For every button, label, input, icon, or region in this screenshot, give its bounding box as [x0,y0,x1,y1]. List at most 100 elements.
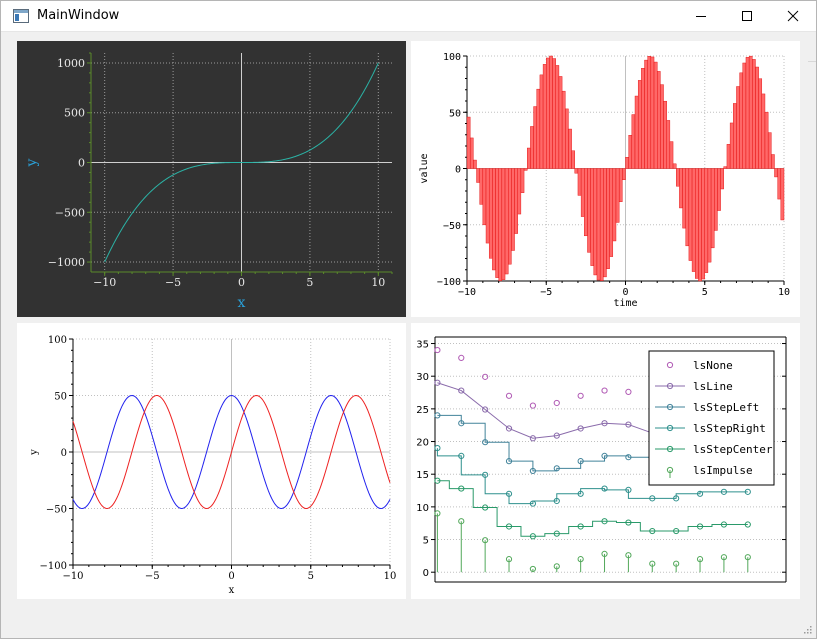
bar [695,168,699,279]
bar [780,168,785,221]
data-point [505,523,513,530]
legend-label: lsNone [693,359,733,372]
bar [660,84,664,169]
y-tick-label: 5 [423,536,429,547]
data-point [720,554,728,561]
data-point [601,452,608,460]
data-point [601,420,608,427]
close-button[interactable] [770,1,816,31]
data-point [482,373,489,380]
bar [748,55,753,169]
data-point [505,490,513,497]
bar [628,135,633,169]
legend-swatch-marker [666,382,674,390]
bar [479,168,484,205]
y-tick-label: 50 [449,108,461,119]
bar [580,168,585,217]
bar [647,56,652,169]
bar [488,168,493,259]
bar [501,168,506,280]
data-point [625,519,632,526]
bar [530,126,534,169]
x-tick-label: −10 [458,287,476,298]
bar [676,168,680,187]
bar [729,122,734,169]
bar [514,168,518,234]
data-point [482,439,489,446]
bar [485,168,490,244]
bar [669,141,674,169]
bar [634,95,639,169]
data-point [577,425,584,432]
maximize-button[interactable] [724,1,770,31]
data-point [458,518,465,525]
bar [698,168,702,282]
bar [720,168,724,190]
data-point [720,521,728,528]
bar [618,168,623,202]
x-axis-label: x [229,585,235,596]
x-tick-label: −10 [93,276,116,289]
bar [767,132,772,169]
data-point [458,485,465,492]
title-bar: MainWindow [1,1,816,32]
data-point [720,488,728,495]
legend-label: lsImpulse [693,464,753,477]
y-tick-label: 0 [423,568,429,579]
bar [473,159,477,169]
x-tick-label: 5 [702,287,708,298]
bar [637,80,642,169]
bar [742,62,747,169]
bar [546,57,550,169]
series-line-0 [72,394,391,510]
y-tick-label: 15 [416,470,429,481]
x-tick-label: −5 [165,276,181,289]
bar [615,168,620,223]
data-point [505,425,513,432]
window-title: MainWindow [37,8,120,23]
minimize-button[interactable] [678,1,724,31]
y-tick-label: 50 [54,392,67,403]
bar [641,68,645,169]
bar [644,59,648,169]
bar [701,168,705,280]
bar [511,168,515,251]
data-point [529,435,537,442]
bar [755,66,759,169]
legend-label: lsStepRight [693,422,766,435]
bar [745,57,750,169]
data-point [625,388,632,395]
y-tick-label: −50 [443,221,461,232]
x-tick-label: 10 [384,571,397,582]
x-tick-label: −5 [540,287,552,298]
data-point [529,467,537,475]
x-tick-label: 0 [228,571,234,582]
data-point [673,527,680,535]
data-point [577,392,584,399]
data-point [553,399,560,407]
data-point [696,490,704,497]
bar [717,168,721,211]
bar [542,64,547,169]
bar [653,61,658,169]
app-icon [13,9,29,23]
x-tick-label: 5 [308,571,314,582]
data-point [696,523,704,530]
bar [577,168,582,196]
maximize-icon [742,11,752,21]
resize-grip-icon[interactable] [802,624,812,634]
plot-panel-line-styles: 0 5 10 15 20 25 30 35 lsNone lsLine lsStepLeft lsSt… [411,323,800,599]
bar [666,120,671,169]
y-tick-label: 10 [416,503,429,514]
data-point [577,556,584,563]
bar [536,88,541,169]
bar [688,168,693,261]
data-point [458,387,465,394]
y-tick-label: 30 [416,372,429,383]
x-tick-label: −5 [145,571,160,582]
legend-label: lsStepCenter [693,443,773,456]
bar [539,74,544,169]
bar [568,128,572,169]
data-point [696,556,704,563]
